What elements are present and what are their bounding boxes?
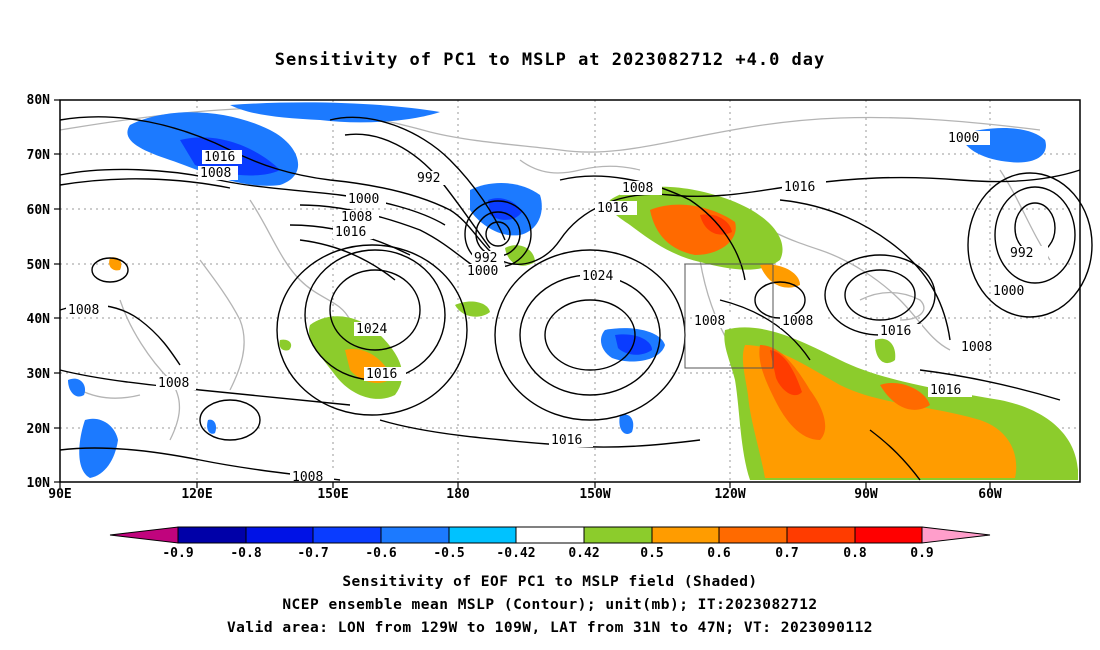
valid-area-box — [684, 263, 774, 369]
contour-label: 1008 — [961, 340, 992, 355]
contour-label: 1008 — [68, 303, 99, 318]
y-tick-label: 70N — [27, 148, 51, 163]
y-tick-label: 60N — [27, 203, 51, 218]
contour-label: 1000 — [467, 264, 498, 279]
colorbar-cell — [109, 526, 179, 544]
colorbar-label: -0.5 — [433, 546, 464, 561]
contour-label: 1008 — [341, 210, 372, 225]
contour-label: 1024 — [582, 269, 613, 284]
axis-ticks — [54, 99, 991, 488]
colorbar-label: -0.9 — [162, 546, 193, 561]
x-tick-label: 150W — [579, 487, 610, 502]
y-tick-label: 40N — [27, 312, 51, 327]
colorbar-cell — [651, 526, 720, 544]
contour-label: 992 — [1010, 246, 1033, 261]
colorbar-cell — [921, 526, 991, 544]
contour-label: 1008 — [782, 314, 813, 329]
y-tick-label: 20N — [27, 422, 51, 437]
colorbar-cell — [177, 526, 247, 544]
colorbar-label: 0.7 — [775, 546, 798, 561]
caption-contour: NCEP ensemble mean MSLP (Contour); unit(… — [282, 597, 818, 613]
colorbar-cell — [718, 526, 788, 544]
negative-sensitivity-shading — [68, 102, 1046, 478]
x-tick-label: 90W — [854, 487, 878, 502]
colorbar-cell — [583, 526, 653, 544]
contour-label: 992 — [474, 251, 497, 266]
contour-label: 1008 — [158, 376, 189, 391]
contour-label: 1016 — [597, 201, 628, 216]
contour-label: 1016 — [366, 367, 397, 382]
y-tick-label: 30N — [27, 367, 51, 382]
y-tick-label: 80N — [27, 93, 51, 108]
contour-label: 992 — [417, 171, 440, 186]
x-tick-label: 150E — [317, 487, 348, 502]
contour-label: 1016 — [930, 383, 961, 398]
contour-label: 1016 — [335, 225, 366, 240]
colorbar-label: -0.7 — [297, 546, 328, 561]
contour-label: 1008 — [622, 181, 653, 196]
colorbar-cell — [312, 526, 382, 544]
contour-label: 1000 — [993, 284, 1024, 299]
contour-label: 1000 — [348, 192, 379, 207]
colorbar-label: 0.5 — [640, 546, 663, 561]
x-axis-labels: 90E 120E 150E 180 150W 120W 90W 60W — [48, 487, 1002, 502]
colorbar-cell — [380, 526, 450, 544]
positive-sensitivity-shading — [109, 186, 1078, 480]
contour-label: 1000 — [948, 131, 979, 146]
contour-label: 1016 — [880, 324, 911, 339]
chart-title: Sensitivity of PC1 to MSLP at 2023082712… — [274, 50, 826, 70]
colorbar — [109, 526, 991, 544]
colorbar-cell — [786, 526, 856, 544]
contour-label: 1008 — [200, 166, 231, 181]
colorbar-label: -0.8 — [230, 546, 261, 561]
colorbar-label: -0.42 — [496, 546, 535, 561]
contour-label: 1016 — [551, 433, 582, 448]
contour-labels: 1016 1008 992 1000 1008 1016 992 1000 10… — [66, 131, 1048, 485]
colorbar-labels: -0.9 -0.8 -0.7 -0.6 -0.5 -0.42 0.42 0.5 … — [162, 546, 933, 561]
colorbar-label: 0.9 — [910, 546, 933, 561]
caption-shading: Sensitivity of EOF PC1 to MSLP field (Sh… — [342, 574, 758, 590]
x-tick-label: 60W — [978, 487, 1002, 502]
x-tick-label: 120E — [181, 487, 212, 502]
colorbar-cell — [854, 526, 923, 544]
y-axis-labels: 80N 70N 60N 50N 40N 30N 20N 10N — [27, 93, 51, 491]
contour-label: 1024 — [356, 322, 387, 337]
colorbar-cell — [448, 526, 517, 544]
colorbar-cell — [515, 526, 585, 544]
colorbar-cell — [245, 526, 314, 544]
contour-label: 1016 — [204, 150, 235, 165]
y-tick-label: 10N — [27, 476, 51, 491]
x-tick-label: 180 — [446, 487, 470, 502]
y-tick-label: 50N — [27, 258, 51, 273]
x-tick-label: 120W — [714, 487, 745, 502]
plot-frame — [59, 99, 1081, 483]
colorbar-label: 0.42 — [568, 546, 599, 561]
contour-label: 1008 — [694, 314, 725, 329]
colorbar-label: -0.6 — [365, 546, 396, 561]
colorbar-label: 0.6 — [707, 546, 731, 561]
x-tick-label: 90E — [48, 487, 71, 502]
grid-lines — [60, 100, 1080, 482]
colorbar-label: 0.8 — [843, 546, 867, 561]
contour-label: 1016 — [784, 180, 815, 195]
caption-valid-area: Valid area: LON from 129W to 109W, LAT f… — [226, 620, 874, 636]
